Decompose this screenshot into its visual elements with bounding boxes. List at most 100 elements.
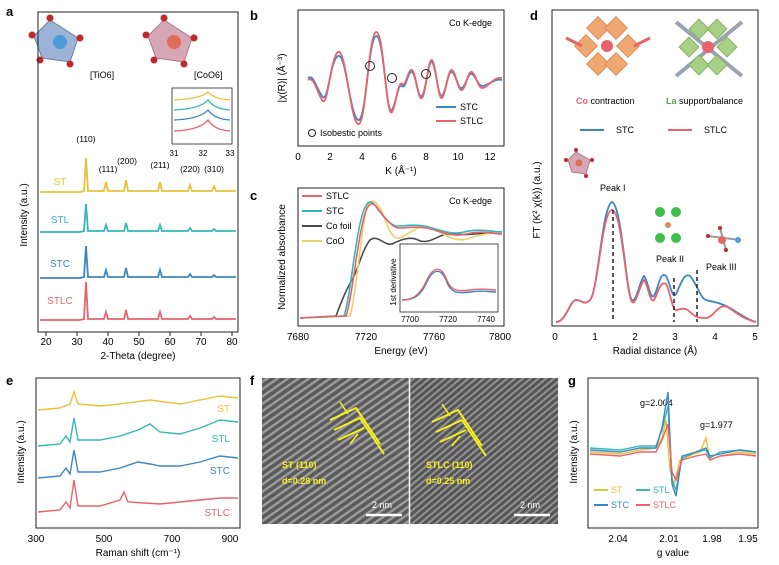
lattice-marker-st bbox=[329, 401, 385, 455]
inset-xtick: 32 bbox=[199, 149, 208, 158]
tem-d-stlc: d=0.25 nm bbox=[426, 476, 470, 486]
peak-guide-lines bbox=[612, 210, 698, 322]
peak-label: (220) bbox=[180, 164, 200, 174]
xrd-trace-st bbox=[40, 157, 236, 193]
xtick: 4 bbox=[712, 332, 718, 343]
xtick: 900 bbox=[222, 534, 239, 545]
xtick: 2 bbox=[632, 332, 638, 343]
panel-g-xlabel: g value bbox=[657, 548, 690, 559]
co-rest: contraction bbox=[588, 96, 635, 106]
xtick: 2 bbox=[327, 152, 333, 163]
panel-label-d: d bbox=[530, 8, 538, 23]
sample-label-stl: STL bbox=[212, 434, 231, 445]
panel-d: d FT (K² χ(k)) (a.u.) Radial distance (Å… bbox=[530, 8, 759, 357]
xanes-trace-coo bbox=[299, 200, 503, 319]
peak-label: (310) bbox=[204, 164, 224, 174]
panel-e-frame bbox=[35, 377, 241, 529]
legend-label: STLC bbox=[704, 125, 728, 135]
panel-label-f: f bbox=[250, 373, 255, 388]
legend-label: STC bbox=[616, 125, 635, 135]
la-word: La bbox=[666, 96, 677, 106]
tio6-structure-icon bbox=[28, 14, 84, 68]
octahedron-icon bbox=[564, 148, 594, 178]
legend-label: STLC bbox=[460, 116, 484, 126]
panel-g: g Intensity (a.u.) g value 2.04 2.01 1.9… bbox=[568, 373, 759, 559]
xanes-trace-stc bbox=[299, 201, 503, 319]
isobestic-point-markers bbox=[308, 61, 431, 137]
g-value-label-1: g=2.004 bbox=[640, 398, 673, 408]
co-word: Co bbox=[576, 96, 588, 106]
tem-image-st bbox=[262, 378, 409, 524]
panel-c-inset: 1st derivative 7700 7720 7740 bbox=[389, 243, 499, 324]
xtick: 30 bbox=[71, 337, 83, 348]
tem-image-stlc bbox=[410, 378, 558, 524]
panel-a-ylabel: Intensity (a.u.) bbox=[19, 183, 30, 246]
peak-label: Peak III bbox=[706, 262, 737, 272]
sample-label-stlc: STLC bbox=[204, 508, 230, 519]
inset-xtick: 31 bbox=[170, 149, 179, 158]
legend-label: STC bbox=[326, 206, 345, 216]
xtick: 2.04 bbox=[608, 534, 628, 545]
xtick: 7800 bbox=[489, 332, 512, 343]
panel-g-ylabel: Intensity (a.u.) bbox=[569, 420, 580, 483]
panel-d-ylabel: FT (K² χ(k)) (a.u.) bbox=[532, 161, 543, 238]
legend-label: STLC bbox=[653, 500, 677, 510]
xtick: 70 bbox=[195, 337, 207, 348]
panel-b-ylabel: |χ(R)| (Å⁻³) bbox=[275, 53, 288, 102]
scalebar-label-right: 2 nm bbox=[520, 500, 540, 510]
xrd-trace-stlc bbox=[40, 281, 236, 321]
peak-label: Peak I bbox=[600, 183, 626, 193]
xtick: 12 bbox=[484, 152, 496, 163]
legend-label: ST bbox=[611, 485, 623, 495]
inset-xtick: 7720 bbox=[439, 315, 457, 324]
g-value-label-2: g=1.977 bbox=[700, 420, 733, 430]
panel-b-title: Co K-edge bbox=[449, 18, 492, 28]
epr-trace-stc bbox=[589, 391, 757, 497]
xtick: 7680 bbox=[287, 332, 310, 343]
panel-g-legend: ST STL STC STLC bbox=[594, 485, 677, 510]
panel-c-frame bbox=[297, 187, 505, 327]
sample-label-stc: STC bbox=[210, 466, 230, 477]
panel-a-peak-labels: (110) (111) (200) (211) (220) (310) bbox=[76, 134, 224, 174]
tem-d-st: d=0.28 nm bbox=[282, 476, 326, 486]
panel-label-b: b bbox=[250, 8, 258, 23]
panel-c-title: Co K-edge bbox=[449, 196, 492, 206]
sample-label-stc: STC bbox=[50, 259, 70, 270]
xtick: 1 bbox=[592, 332, 598, 343]
peak-label: (211) bbox=[150, 160, 169, 170]
xrd-trace-stc bbox=[40, 245, 236, 279]
panel-g-xticks: 2.04 2.01 1.98 1.95 bbox=[608, 534, 758, 545]
panel-e-xticks: 300 500 700 900 bbox=[28, 534, 239, 545]
panel-e: e Intensity (a.u.) Raman shift (cm⁻¹) 30… bbox=[6, 373, 241, 559]
xtick: 1.98 bbox=[702, 534, 722, 545]
raman-trace-stc bbox=[37, 449, 239, 479]
panel-b: b |χ(R)| (Å⁻³) K (Å⁻¹) Co K-edge 0 2 4 6… bbox=[250, 8, 505, 177]
panel-b-xticks: 0 2 4 6 8 10 12 bbox=[295, 152, 496, 163]
panel-a-sample-labels: ST STL STC STLC bbox=[47, 177, 73, 307]
peak-label: (200) bbox=[117, 156, 137, 166]
panel-label-e: e bbox=[6, 373, 13, 388]
panel-a-inset: 31 32 33 bbox=[170, 87, 235, 158]
panel-a-xlabel: 2-Theta (degree) bbox=[100, 351, 175, 362]
panel-e-sample-labels: ST STL STC STLC bbox=[204, 404, 230, 519]
co-contraction-schematic bbox=[565, 15, 651, 77]
xtick: 5 bbox=[752, 332, 758, 343]
legend-label: Co foil bbox=[326, 221, 352, 231]
panel-c-xticks: 7680 7720 7760 7800 bbox=[287, 332, 512, 343]
raman-trace-stlc bbox=[37, 479, 238, 513]
panel-b-frame bbox=[297, 9, 505, 147]
legend-label: STC bbox=[460, 102, 479, 112]
sample-label-stlc: STLC bbox=[47, 296, 73, 307]
xtick: 10 bbox=[452, 152, 464, 163]
scalebar-label-left: 2 nm bbox=[372, 500, 392, 510]
panel-a: a [TiO6] [CoO6] Intensity (a.u.) 2-Theta… bbox=[6, 4, 239, 362]
sample-label-st: ST bbox=[54, 177, 67, 188]
raman-trace-stl bbox=[37, 417, 239, 447]
tio6-label: [TiO6] bbox=[90, 70, 114, 80]
epr-trace-stl bbox=[589, 405, 757, 493]
panel-a-frame bbox=[37, 11, 239, 333]
green-atoms-icon bbox=[655, 207, 681, 243]
coo6-label: [CoO6] bbox=[194, 70, 223, 80]
panel-d-xticks: 0 1 2 3 4 5 bbox=[552, 332, 758, 343]
legend-label: STL bbox=[653, 485, 670, 495]
